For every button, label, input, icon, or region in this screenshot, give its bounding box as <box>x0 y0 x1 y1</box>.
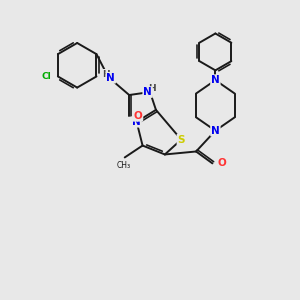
Text: N: N <box>132 117 141 127</box>
Text: N: N <box>106 73 115 83</box>
Text: N: N <box>143 87 152 97</box>
Text: N: N <box>211 75 220 85</box>
Text: CH₃: CH₃ <box>116 161 130 170</box>
Text: N: N <box>211 126 220 136</box>
Text: O: O <box>218 158 226 168</box>
Text: H: H <box>102 70 110 79</box>
Text: H: H <box>148 84 156 93</box>
Text: O: O <box>134 111 142 121</box>
Text: Cl: Cl <box>42 72 51 81</box>
Text: S: S <box>178 135 185 145</box>
